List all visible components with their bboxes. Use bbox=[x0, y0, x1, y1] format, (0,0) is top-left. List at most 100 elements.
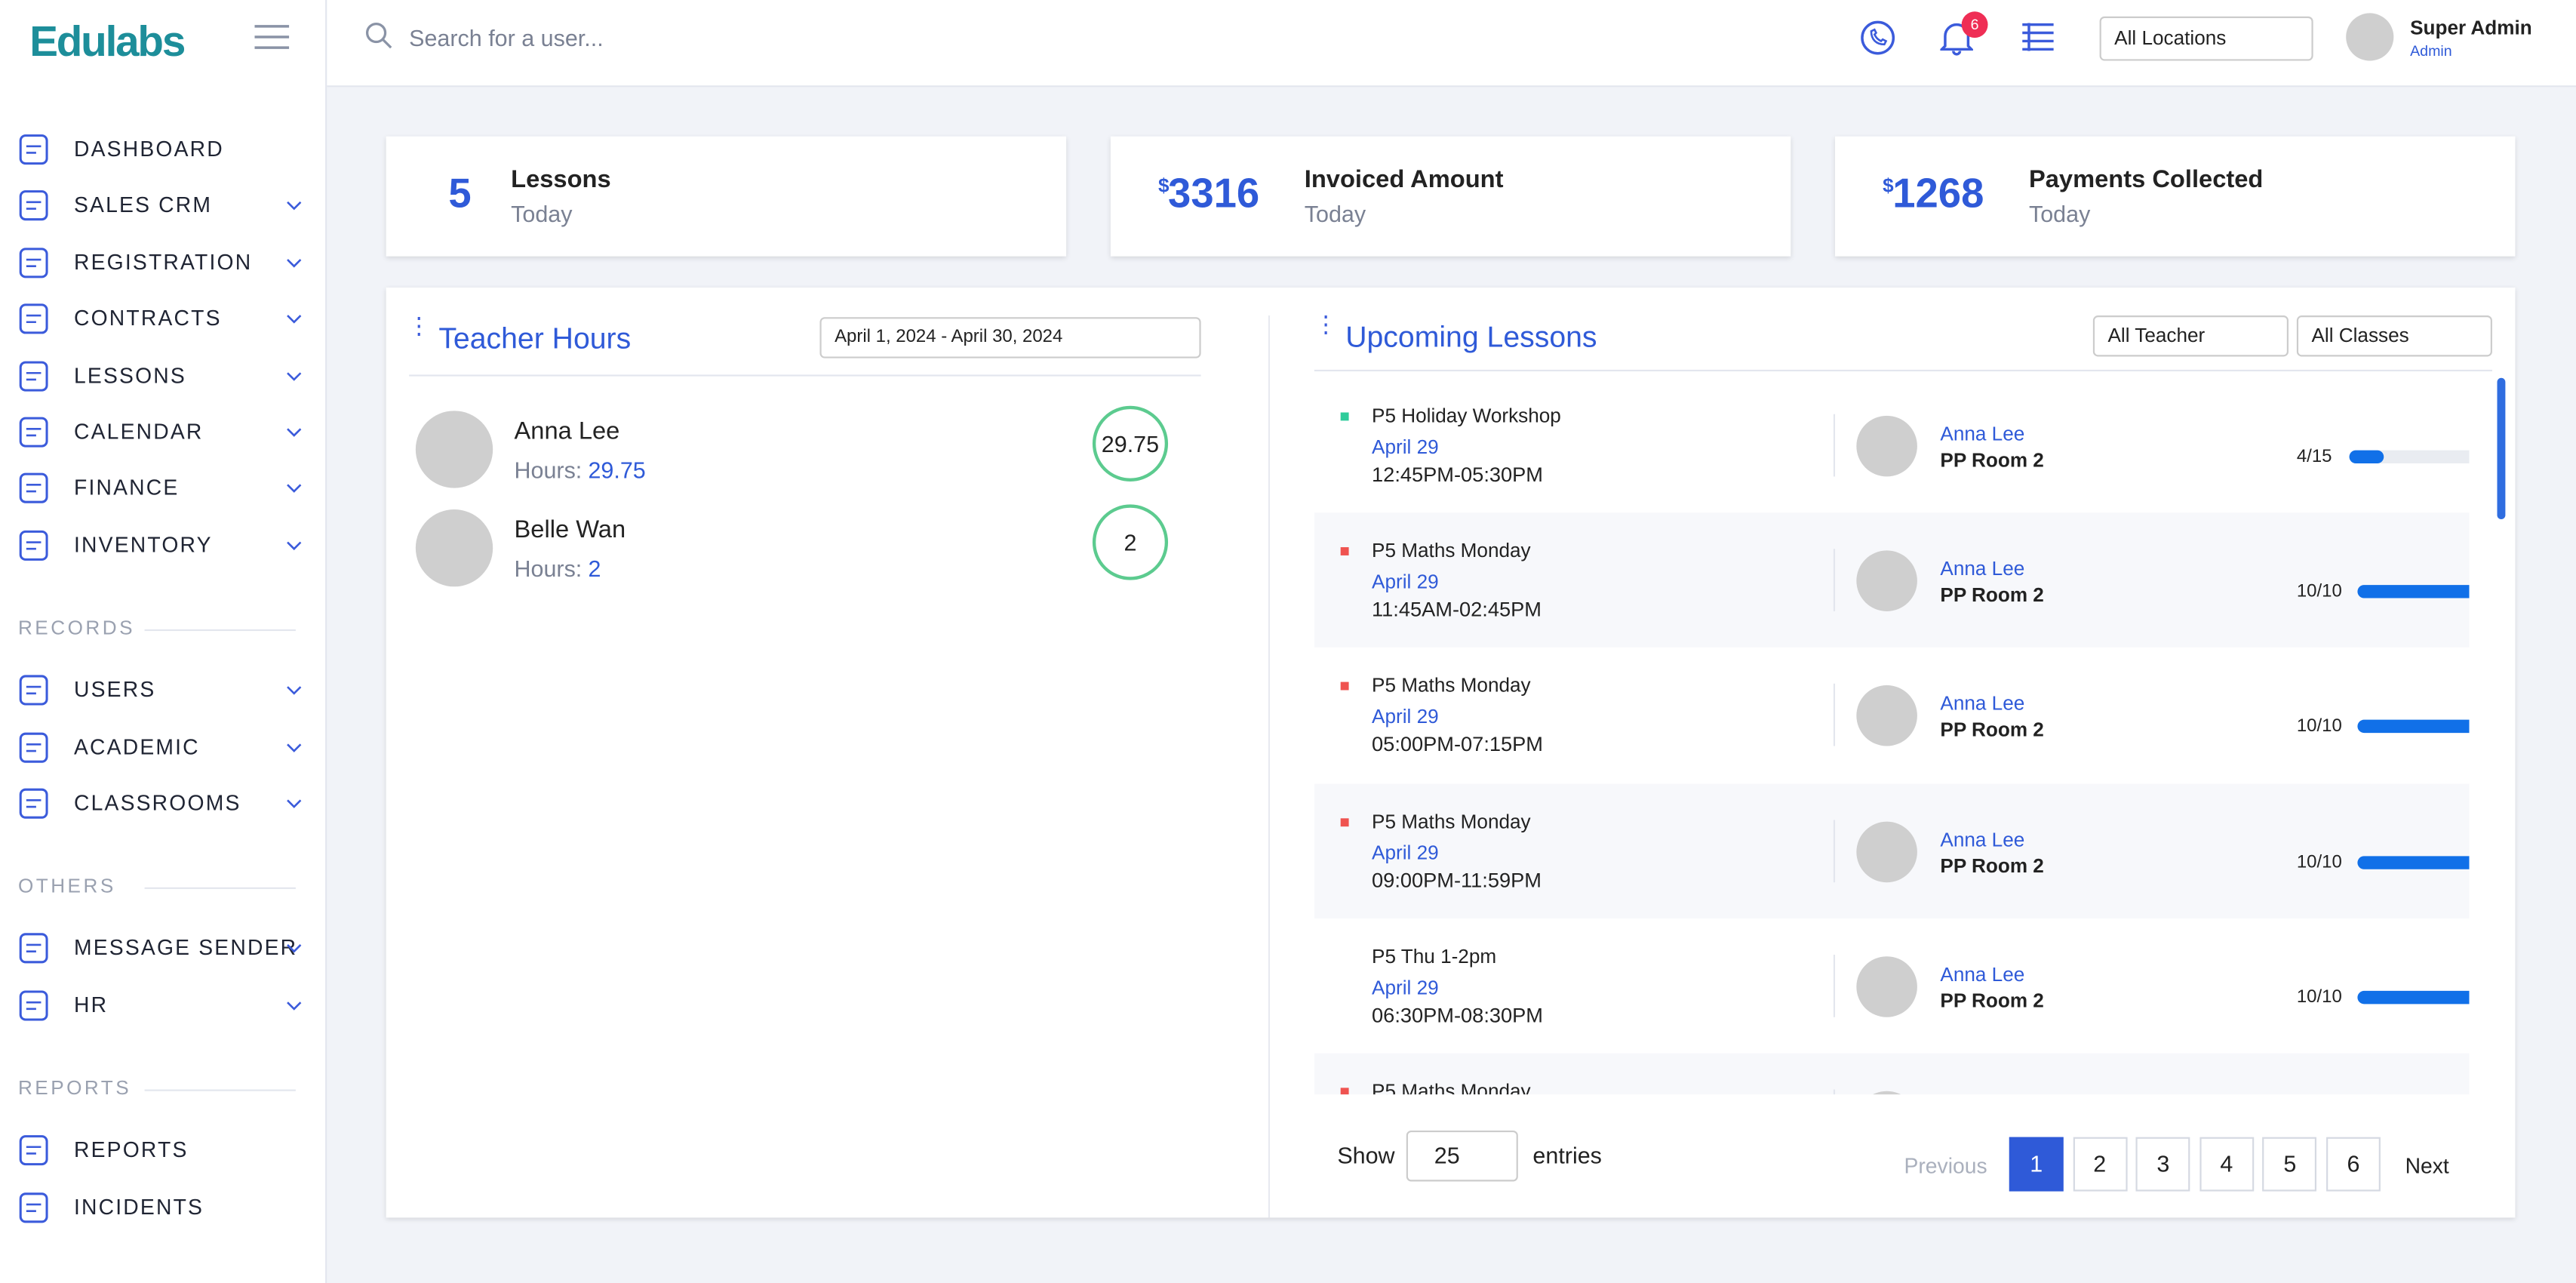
teacher-avatar bbox=[1856, 1091, 1917, 1095]
page-button[interactable]: 5 bbox=[2262, 1137, 2317, 1192]
menu-icon bbox=[19, 473, 48, 504]
entries-select[interactable]: 25 bbox=[1406, 1130, 1518, 1182]
page-button[interactable]: 3 bbox=[2135, 1137, 2190, 1192]
menu-icon bbox=[19, 675, 48, 706]
page-button[interactable]: 2 bbox=[2072, 1137, 2127, 1192]
hours-badge: 29.75 bbox=[1092, 405, 1169, 482]
capacity-bar bbox=[2357, 585, 2470, 598]
menu-label: USERS bbox=[73, 677, 156, 703]
status-dot bbox=[1340, 547, 1349, 556]
previous-button[interactable]: Previous bbox=[1904, 1153, 1987, 1179]
location-select[interactable]: All Locations bbox=[2099, 16, 2313, 61]
menu-label: REPORTS bbox=[73, 1137, 189, 1162]
lesson-row[interactable]: P5 Maths Monday bbox=[1314, 1053, 2470, 1095]
teacher-avatar bbox=[1856, 820, 1917, 882]
section-rule bbox=[144, 888, 296, 890]
hours-label: Hours: bbox=[514, 457, 583, 484]
bell-icon[interactable] bbox=[1940, 20, 1973, 56]
enrollment: 10/10 bbox=[2296, 852, 2342, 872]
menu-icon bbox=[19, 134, 48, 165]
stat-card bbox=[386, 136, 1067, 257]
lesson-teacher: Anna Lee bbox=[1940, 962, 2025, 986]
teacher-avatar bbox=[1856, 550, 1917, 612]
caret bbox=[287, 202, 302, 211]
lesson-name: P5 Maths Monday bbox=[1372, 539, 1531, 563]
lesson-row[interactable]: P5 Maths Monday April 29 09:00PM-11:59PM An… bbox=[1314, 783, 2470, 918]
section-header: REPORTS bbox=[17, 1076, 132, 1100]
lesson-row[interactable]: P5 Thu 1-2pm April 29 06:30PM-08:30PM Anna … bbox=[1314, 918, 2470, 1054]
menu-icon bbox=[19, 417, 48, 448]
next-button[interactable]: Next bbox=[2405, 1153, 2449, 1179]
caret bbox=[287, 428, 302, 437]
cell-divider bbox=[1833, 684, 1836, 747]
menu-icon bbox=[19, 303, 48, 334]
hours-value: 2 bbox=[588, 555, 601, 582]
page-button[interactable]: 6 bbox=[2326, 1137, 2381, 1192]
teacher-name: Belle Wan bbox=[514, 515, 626, 544]
capacity-bar bbox=[2357, 855, 2470, 869]
search-icon bbox=[365, 22, 392, 49]
enrollment: 10/10 bbox=[2296, 987, 2342, 1008]
menu-label: CLASSROOMS bbox=[73, 790, 241, 815]
phone-icon[interactable] bbox=[1860, 20, 1896, 56]
stat-value: 3316 bbox=[1168, 171, 1260, 217]
teacher-avatar bbox=[1856, 415, 1917, 477]
section-rule bbox=[144, 1089, 296, 1092]
status-dot bbox=[1340, 682, 1349, 691]
stat-label: Invoiced Amount bbox=[1304, 165, 1504, 194]
menu-icon bbox=[19, 190, 48, 222]
sidebar bbox=[0, 0, 327, 1283]
lesson-room: PP Room 2 bbox=[1940, 718, 2044, 742]
hours-badge: 2 bbox=[1092, 504, 1169, 580]
stat-card bbox=[1835, 136, 2516, 257]
menu-label: INCIDENTS bbox=[73, 1194, 204, 1219]
lesson-list: P5 Holiday Workshop April 29 12:45PM-05:30… bbox=[1314, 377, 2470, 1095]
lesson-row[interactable]: P5 Maths Monday April 29 11:45AM-02:45PM An… bbox=[1314, 512, 2470, 648]
menu-label: INVENTORY bbox=[73, 532, 213, 557]
stat-currency: $ bbox=[1157, 174, 1170, 198]
stat-sub: Today bbox=[1304, 200, 1366, 227]
cell-divider bbox=[1833, 819, 1836, 882]
section-header: RECORDS bbox=[17, 616, 136, 640]
teacher-avatar bbox=[415, 509, 493, 587]
stat-sub: Today bbox=[2028, 200, 2091, 227]
menu-toggle[interactable] bbox=[254, 23, 290, 51]
lesson-name: P5 Maths Monday bbox=[1372, 674, 1531, 698]
menu-label: DASHBOARD bbox=[73, 136, 224, 162]
lesson-row[interactable]: P5 Maths Monday April 29 05:00PM-07:15PM An… bbox=[1314, 648, 2470, 783]
teacher-avatar bbox=[1856, 685, 1917, 747]
show-label: Show bbox=[1337, 1142, 1395, 1169]
lesson-teacher: Anna Lee bbox=[1940, 557, 2025, 580]
user-avatar[interactable] bbox=[2346, 13, 2394, 61]
cell-divider bbox=[1833, 414, 1836, 477]
menu-icon bbox=[19, 934, 48, 965]
caret bbox=[287, 371, 302, 380]
list-icon[interactable] bbox=[2021, 21, 2055, 52]
date-range[interactable]: April 1, 2024 - April 30, 2024 bbox=[819, 317, 1201, 358]
menu-icon bbox=[19, 990, 48, 1021]
cell-divider bbox=[1833, 954, 1836, 1017]
capacity-bar bbox=[2349, 450, 2384, 463]
teacher-hours-title: Teacher Hours bbox=[438, 322, 632, 355]
caret bbox=[287, 315, 302, 325]
lesson-name: P5 Maths Monday bbox=[1372, 809, 1531, 833]
lesson-date: April 29 bbox=[1372, 435, 1439, 459]
stat-currency: $ bbox=[1883, 174, 1894, 198]
page-button[interactable]: 4 bbox=[2199, 1137, 2254, 1192]
search-input[interactable]: Search for a user... bbox=[409, 24, 604, 51]
hours-label: Hours: bbox=[514, 555, 583, 582]
drag-handle: ⋮ bbox=[1314, 310, 1338, 337]
caret bbox=[287, 743, 302, 752]
lesson-row[interactable]: P5 Holiday Workshop April 29 12:45PM-05:30… bbox=[1314, 377, 2470, 513]
lesson-room: PP Room 2 bbox=[1940, 989, 2044, 1012]
menu-label: ACADEMIC bbox=[73, 734, 200, 759]
stat-card bbox=[1110, 136, 1791, 257]
teacher-filter[interactable]: All Teacher bbox=[2092, 315, 2289, 357]
teacher-name: Anna Lee bbox=[514, 417, 620, 446]
menu-label: HR bbox=[73, 992, 109, 1017]
class-filter[interactable]: All Classes bbox=[2296, 315, 2492, 357]
enrollment: 4/15 bbox=[2296, 447, 2332, 467]
scrollbar[interactable] bbox=[2497, 377, 2506, 520]
page-button[interactable]: 1 bbox=[2009, 1137, 2064, 1192]
